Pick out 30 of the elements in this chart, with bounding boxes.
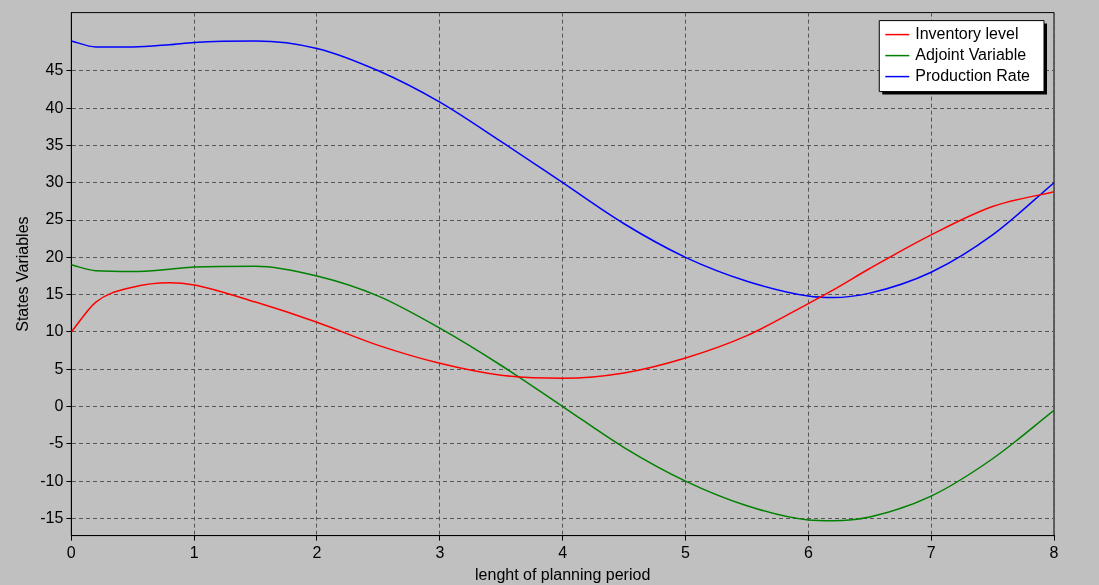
y-tick-label: 10 <box>45 322 64 340</box>
x-tick-label: 7 <box>926 543 936 561</box>
x-tick-label: 6 <box>803 543 813 561</box>
x-tick-label: 1 <box>189 543 199 561</box>
y-tick-label: 40 <box>45 98 64 116</box>
x-tick-label: 0 <box>66 543 76 561</box>
y-tick-label: 20 <box>45 247 64 265</box>
line-series <box>71 40 1054 299</box>
y-tick-label: 15 <box>45 285 64 303</box>
legend-label: Production Rate <box>915 67 1031 85</box>
y-tick-label: -5 <box>49 434 64 452</box>
y-tick-label: -15 <box>40 508 64 526</box>
line-series <box>71 190 1054 379</box>
y-tick-label: 45 <box>45 61 64 79</box>
y-tick-label: -10 <box>40 471 64 489</box>
y-tick-label: 5 <box>54 359 64 377</box>
y-tick-label: 25 <box>45 210 64 228</box>
y-axis-title: States Variables <box>14 216 32 332</box>
x-tick-label: 8 <box>1049 543 1059 561</box>
x-tick-label: 2 <box>312 543 322 561</box>
legend-label: Inventory level <box>915 25 1019 43</box>
x-axis-title: lenght of planning period <box>475 565 651 583</box>
legend-label: Adjoint Variable <box>915 46 1027 64</box>
x-tick-label: 5 <box>681 543 691 561</box>
x-tick-label: 3 <box>435 543 445 561</box>
y-tick-label: 35 <box>45 135 64 153</box>
y-tick-label: 30 <box>45 173 64 191</box>
y-tick-label: 0 <box>54 396 64 414</box>
line-series <box>71 264 1054 522</box>
x-tick-label: 4 <box>558 543 568 561</box>
